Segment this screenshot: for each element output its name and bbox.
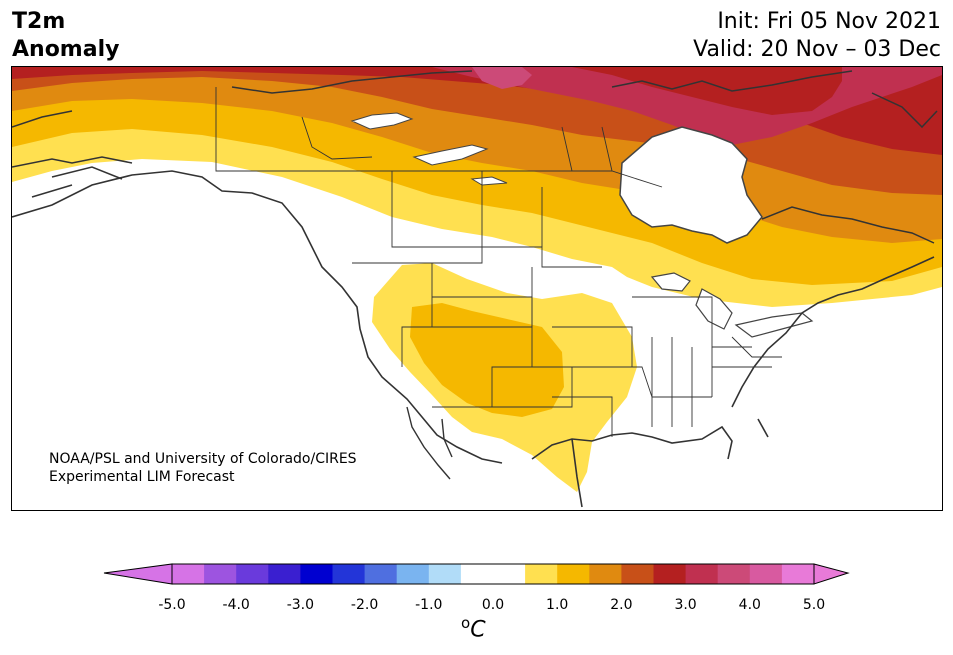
colorbar-cell: [685, 564, 719, 584]
colorbar-cell: [268, 564, 301, 584]
colorbar-over-arrow: [813, 563, 850, 585]
band-4-0: [472, 67, 532, 89]
colorbar: [103, 563, 850, 585]
band-3-0: [12, 67, 942, 155]
colorbar-tick-label: -3.0: [286, 597, 315, 613]
colorbar-frame: [171, 563, 815, 585]
credit-text: NOAA/PSL and University of Colorado/CIRE…: [49, 450, 357, 486]
arctic-coast: [231, 70, 938, 129]
credit-line-2: Experimental LIM Forecast: [49, 469, 235, 485]
map-title: T2m Anomaly: [12, 8, 119, 64]
credit-line-1: NOAA/PSL and University of Colorado/CIRE…: [49, 451, 357, 467]
colorbar-unit: oC: [461, 614, 486, 642]
gulf-coast: [531, 425, 733, 508]
colorbar-under-arrow: [103, 563, 173, 585]
great-lakes: [650, 272, 814, 338]
colorbar-tick-label: -2.0: [350, 597, 379, 613]
colorbar-tick-label: 1.0: [546, 597, 569, 613]
colorbar-cell: [396, 564, 430, 584]
colorbar-tick-label: 5.0: [802, 597, 826, 613]
colorbar-tick-label: -5.0: [158, 597, 186, 613]
colorbar-tick-label: 3.0: [674, 597, 697, 613]
valid-date: Valid: 20 Nov – 03 Dec: [693, 37, 941, 62]
colorbar-cell: [589, 564, 622, 584]
unit-celsius: C: [470, 617, 486, 643]
east-coast: [731, 256, 935, 438]
colorbar-tick-label: -1.0: [415, 597, 443, 613]
forecast-dates: Init: Fri 05 Nov 2021 Valid: 20 Nov – 03…: [693, 8, 941, 64]
colorbar-cell: [781, 564, 815, 584]
colorbar-cell: [557, 564, 590, 584]
title-line-2: Anomaly: [12, 37, 120, 62]
alaska-coast: [12, 110, 133, 198]
colorbar-cell: [236, 564, 269, 584]
colorbar-cell: [172, 564, 205, 584]
init-date: Init: Fri 05 Nov 2021: [717, 9, 941, 34]
baja-coast: [406, 406, 453, 480]
political-borders: [215, 87, 782, 437]
colorbar-cell: [493, 564, 526, 584]
unit-degree: o: [461, 614, 471, 632]
coastline-west: [12, 170, 503, 464]
colorbar-cell: [204, 564, 237, 584]
map-svg: [12, 67, 942, 508]
anomaly-map: [11, 66, 943, 511]
colorbar-cell: [621, 564, 654, 584]
hudson-bay: [619, 126, 763, 244]
colorbar-cell: [332, 564, 366, 584]
colorbar-tick-label: -4.0: [222, 597, 250, 613]
colorbar-cell: [749, 564, 783, 584]
band-1-5-south: [410, 303, 564, 417]
canadian-lakes: [350, 112, 508, 186]
colorbar-cell: [717, 564, 751, 584]
colorbar-cells: [172, 564, 815, 584]
colorbar-cell: [300, 564, 333, 584]
labrador-coast: [761, 206, 935, 244]
colorbar-tick-label: 0.0: [481, 597, 505, 613]
colorbar-cell: [460, 564, 494, 584]
colorbar-tick-label: 2.0: [610, 597, 633, 613]
colorbar-cell: [653, 564, 687, 584]
colorbar-cell: [525, 564, 558, 584]
colorbar-tick-label: 4.0: [738, 597, 761, 613]
colorbar-cell: [364, 564, 398, 584]
band-3-5: [432, 67, 942, 145]
colorbar-cell: [428, 564, 462, 584]
title-line-1: T2m: [12, 9, 66, 34]
